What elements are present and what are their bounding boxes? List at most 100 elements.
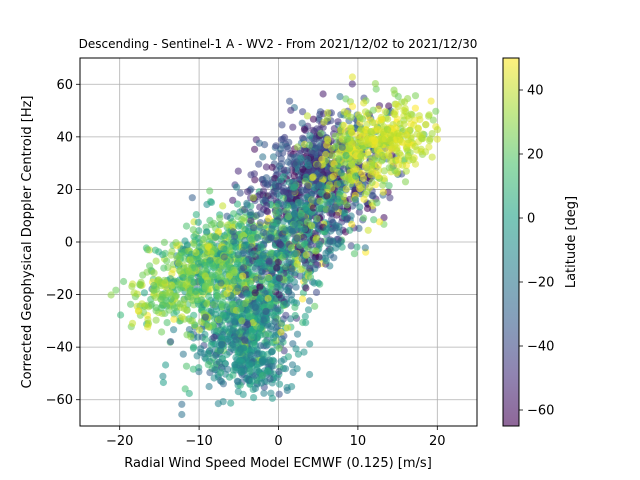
scatter-point [343,201,350,208]
scatter-point [323,225,330,232]
scatter-point [138,300,145,307]
scatter-point [372,80,379,87]
scatter-point [252,304,259,311]
scatter-point [276,275,283,282]
scatter-point [334,196,341,203]
scatter-point [343,152,350,159]
scatter-point [226,325,233,332]
scatter-point [412,143,419,150]
scatter-point [217,369,224,376]
y-tick-label: 40 [56,130,73,145]
scatter-point [166,307,173,314]
scatter-point [202,285,209,292]
x-tick-label: −10 [185,434,212,449]
y-tick-label: −40 [46,341,73,356]
scatter-point [415,125,422,132]
scatter-point [273,284,280,291]
scatter-point [248,352,255,359]
scatter-point [177,300,184,307]
colorbar-tick-label: 20 [527,148,544,163]
scatter-point [296,242,303,249]
scatter-point [284,324,291,331]
scatter-point [316,173,323,180]
scatter-point [341,209,348,216]
scatter-point [288,268,295,275]
scatter-point [178,401,185,408]
scatter-point [337,180,344,187]
scatter-point [403,168,410,175]
scatter-point [395,93,402,100]
scatter-point [176,267,183,274]
scatter-point [251,146,258,153]
scatter-point [360,215,367,222]
scatter-point [264,341,271,348]
scatter-point [280,365,287,372]
scatter-point [273,264,280,271]
scatter-point [349,73,356,80]
scatter-point [314,215,321,222]
scatter-point [266,301,273,308]
scatter-point [268,225,275,232]
scatter-point [360,99,367,106]
scatter-point [241,242,248,249]
y-tick-label: −20 [46,288,73,303]
scatter-point [120,278,127,285]
scatter-point [338,169,345,176]
scatter-point [371,141,378,148]
y-tick-label: −60 [46,393,73,408]
scatter-point [346,227,353,234]
scatter-point [382,108,389,115]
scatter-point [262,180,269,187]
scatter-point [282,312,289,319]
scatter-point [280,173,287,180]
scatter-point [276,345,283,352]
scatter-point [280,188,287,195]
scatter-point [298,212,305,219]
scatter-point [192,249,199,256]
scatter-point [369,179,376,186]
scatter-point [160,281,167,288]
scatter-point [280,195,287,202]
scatter-point [434,136,441,143]
scatter-point [108,291,115,298]
scatter-point [193,211,200,218]
scatter-point [370,216,377,223]
scatter-point [303,206,310,213]
scatter-point [206,187,213,194]
scatter-point [335,155,342,162]
scatter-point [270,334,277,341]
scatter-point [260,229,267,236]
scatter-point [360,196,367,203]
scatter-point [186,390,193,397]
scatter-point [335,240,342,247]
scatter-point [216,215,223,222]
scatter-point [220,245,227,252]
scatter-point [282,227,289,234]
scatter-point [426,137,433,144]
scatter-point [259,357,266,364]
scatter-point [255,161,262,168]
scatter-point [252,289,259,296]
y-tick-label: 20 [56,183,73,198]
scatter-point [217,279,224,286]
scatter-point [135,308,142,315]
scatter-point [306,371,313,378]
scatter-point [175,260,182,267]
scatter-point [175,281,182,288]
scatter-point [384,126,391,133]
scatter-point [257,325,264,332]
scatter-point [258,380,265,387]
scatter-point [306,297,313,304]
scatter-point [180,274,187,281]
scatter-point [163,258,170,265]
scatter-point [373,199,380,206]
scatter-point [162,361,169,368]
scatter-point [302,284,309,291]
scatter-point [315,241,322,248]
scatter-point [250,194,257,201]
scatter-point [322,255,329,262]
scatter-point [226,285,233,292]
scatter-point [275,183,282,190]
scatter-point [330,254,337,261]
scatter-point [370,107,377,114]
